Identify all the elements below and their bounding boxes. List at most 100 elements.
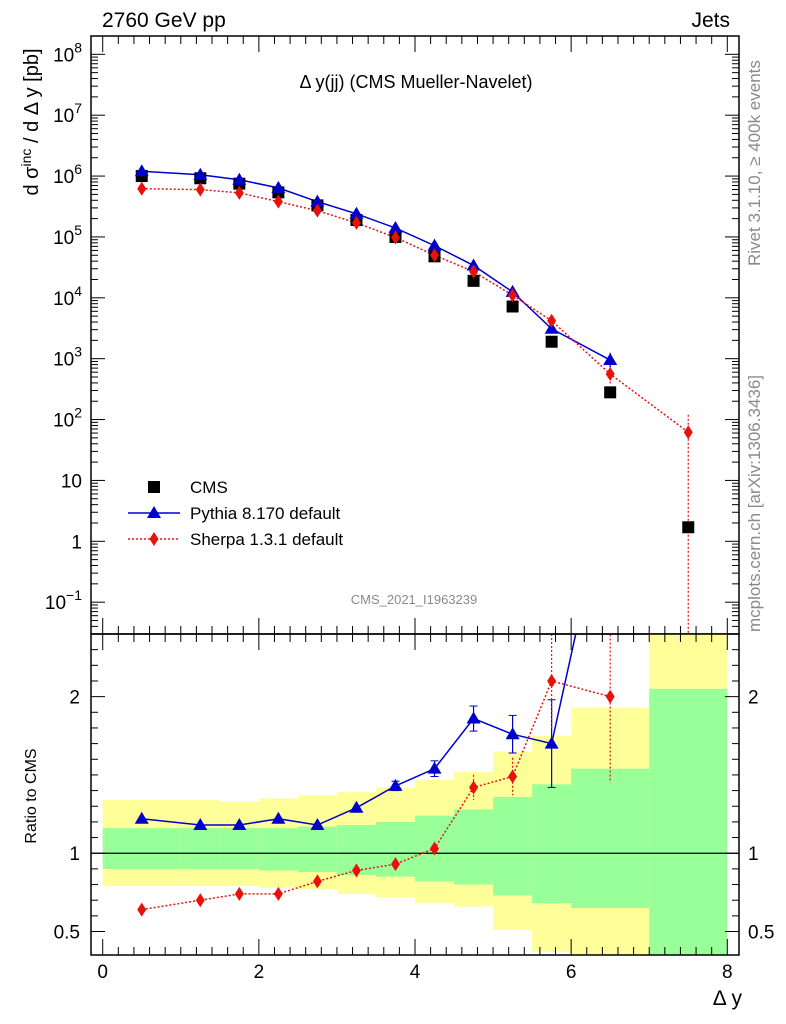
ratio-point-sherpa <box>508 769 518 784</box>
ratio-point-sherpa <box>137 902 147 917</box>
main-y-tick-label: 108 <box>53 39 82 66</box>
ratio-point-pythia <box>271 811 286 824</box>
ratio-point-sherpa <box>312 874 322 889</box>
x-tick-label: 8 <box>722 962 733 983</box>
ratio-point-pythia <box>466 711 481 724</box>
main-point-sherpa <box>273 194 283 209</box>
ratio-point-pythia <box>232 818 247 831</box>
main-point-pythia <box>134 164 149 177</box>
main-y-tick-label: 1 <box>71 532 82 553</box>
main-frame <box>90 35 740 635</box>
ratio-y-tick-label-right: 2 <box>748 688 759 709</box>
energy-label: 2760 GeV pp <box>102 9 226 32</box>
ratio-band-inner <box>454 809 494 885</box>
main-point-cms <box>506 300 519 313</box>
main-point-cms <box>682 521 695 534</box>
main-point-sherpa <box>547 313 557 328</box>
legend-entry: CMS <box>190 478 228 497</box>
legend-entry: Pythia 8.170 default <box>190 504 341 523</box>
mcplots-label: mcplots.cern.ch [arXiv:1306.3436] <box>745 375 764 632</box>
main-point-pythia <box>271 180 286 193</box>
main-point-sherpa <box>469 264 479 279</box>
ratio-point-sherpa <box>351 863 361 878</box>
x-axis-label: Δ y <box>713 987 743 1010</box>
main-point-pythia <box>603 353 618 366</box>
chart-title: Δ y(jj) (CMS Mueller-Navelet) <box>299 72 532 92</box>
x-tick-label: 6 <box>566 962 577 983</box>
main-point-cms <box>467 274 480 287</box>
main-y-tick-label: 107 <box>53 100 82 127</box>
ratio-y-tick-label-left: 0.5 <box>54 923 80 944</box>
main-point-sherpa <box>430 248 440 263</box>
ratio-point-pythia <box>134 811 149 824</box>
x-tick-label: 4 <box>410 962 421 983</box>
ratio-point-sherpa <box>273 886 283 901</box>
ratio-point-pythia <box>349 800 364 813</box>
ratio-band-inner <box>258 828 298 871</box>
legend-marker <box>147 506 161 518</box>
main-point-pythia <box>544 321 559 334</box>
ratio-y-tick-label-left: 1 <box>69 844 80 865</box>
ratio-band-inner <box>180 828 220 869</box>
ratio-point-pythia <box>388 778 403 791</box>
main-point-sherpa <box>234 185 244 200</box>
ratio-point-pythia <box>505 727 520 740</box>
ratio-y-tick-label-right: 1 <box>748 844 759 865</box>
ratio-plot-panel: 0.5 0.5 1 1 2 2 0 2 4 6 8 <box>54 470 774 983</box>
ratio-point-sherpa <box>469 780 479 795</box>
legend-entry: Sherpa 1.3.1 default <box>190 530 343 549</box>
ratio-line-sherpa <box>141 680 611 911</box>
main-point-pythia <box>232 172 247 185</box>
main-point-sherpa <box>390 230 400 245</box>
main-y-tick-label: 105 <box>53 222 82 249</box>
main-y-axis-label: d σinc / d Δ y [pb] <box>18 48 43 195</box>
ratio-point-pythia <box>427 761 442 774</box>
ratio-band-inner <box>219 828 259 869</box>
main-y-tick-label: 10 <box>61 471 82 492</box>
ratio-point-pythia <box>193 818 208 831</box>
main-point-sherpa <box>137 181 147 196</box>
main-point-pythia <box>388 221 403 234</box>
main-y-tick-label: 106 <box>53 161 82 188</box>
legend: CMS Pythia 8.170 default Sherpa 1.3.1 defa… <box>128 478 343 549</box>
main-y-tick-label: 102 <box>53 405 82 432</box>
ratio-point-pythia <box>603 470 617 482</box>
main-point-cms <box>545 335 558 348</box>
main-point-sherpa <box>508 288 518 303</box>
rivet-label: Rivet 3.1.10, ≥ 400k events <box>745 60 764 266</box>
legend-marker <box>148 481 160 493</box>
ratio-point-pythia <box>544 736 559 749</box>
main-point-sherpa <box>351 215 361 230</box>
legend-marker <box>149 532 159 546</box>
ratio-line-pythia <box>141 634 577 826</box>
main-y-tick-label: 10−1 <box>45 587 82 614</box>
main-point-pythia <box>427 238 442 251</box>
ratio-point-sherpa <box>234 886 244 901</box>
ratio-point-sherpa <box>195 893 205 908</box>
main-line-pythia <box>141 170 611 361</box>
x-tick-label: 2 <box>254 962 265 983</box>
main-point-pythia <box>310 194 325 207</box>
ratio-band-inner <box>532 784 572 904</box>
ratio-y-tick-label-right: 0.5 <box>748 923 774 944</box>
main-point-sherpa <box>605 367 615 382</box>
ratio-point-sherpa <box>605 689 615 704</box>
process-label: Jets <box>691 9 730 32</box>
ratio-band-inner <box>649 688 728 955</box>
main-y-tick-label: 103 <box>53 344 82 371</box>
main-point-pythia <box>349 206 364 219</box>
main-point-pythia <box>193 167 208 180</box>
ratio-point-sherpa <box>390 857 400 872</box>
ratio-y-tick-label-left: 2 <box>69 688 80 709</box>
ratio-y-axis-label: Ratio to CMS <box>23 748 40 843</box>
ratio-band-inner <box>493 796 533 896</box>
ratio-band-inner <box>571 768 650 909</box>
x-tick-label: 0 <box>97 962 108 983</box>
main-point-cms <box>604 386 617 399</box>
analysis-id-watermark: CMS_2021_I1963239 <box>351 592 478 607</box>
main-point-pythia <box>466 258 481 271</box>
main-y-tick-label: 104 <box>53 283 82 310</box>
ratio-band-inner <box>297 826 337 873</box>
